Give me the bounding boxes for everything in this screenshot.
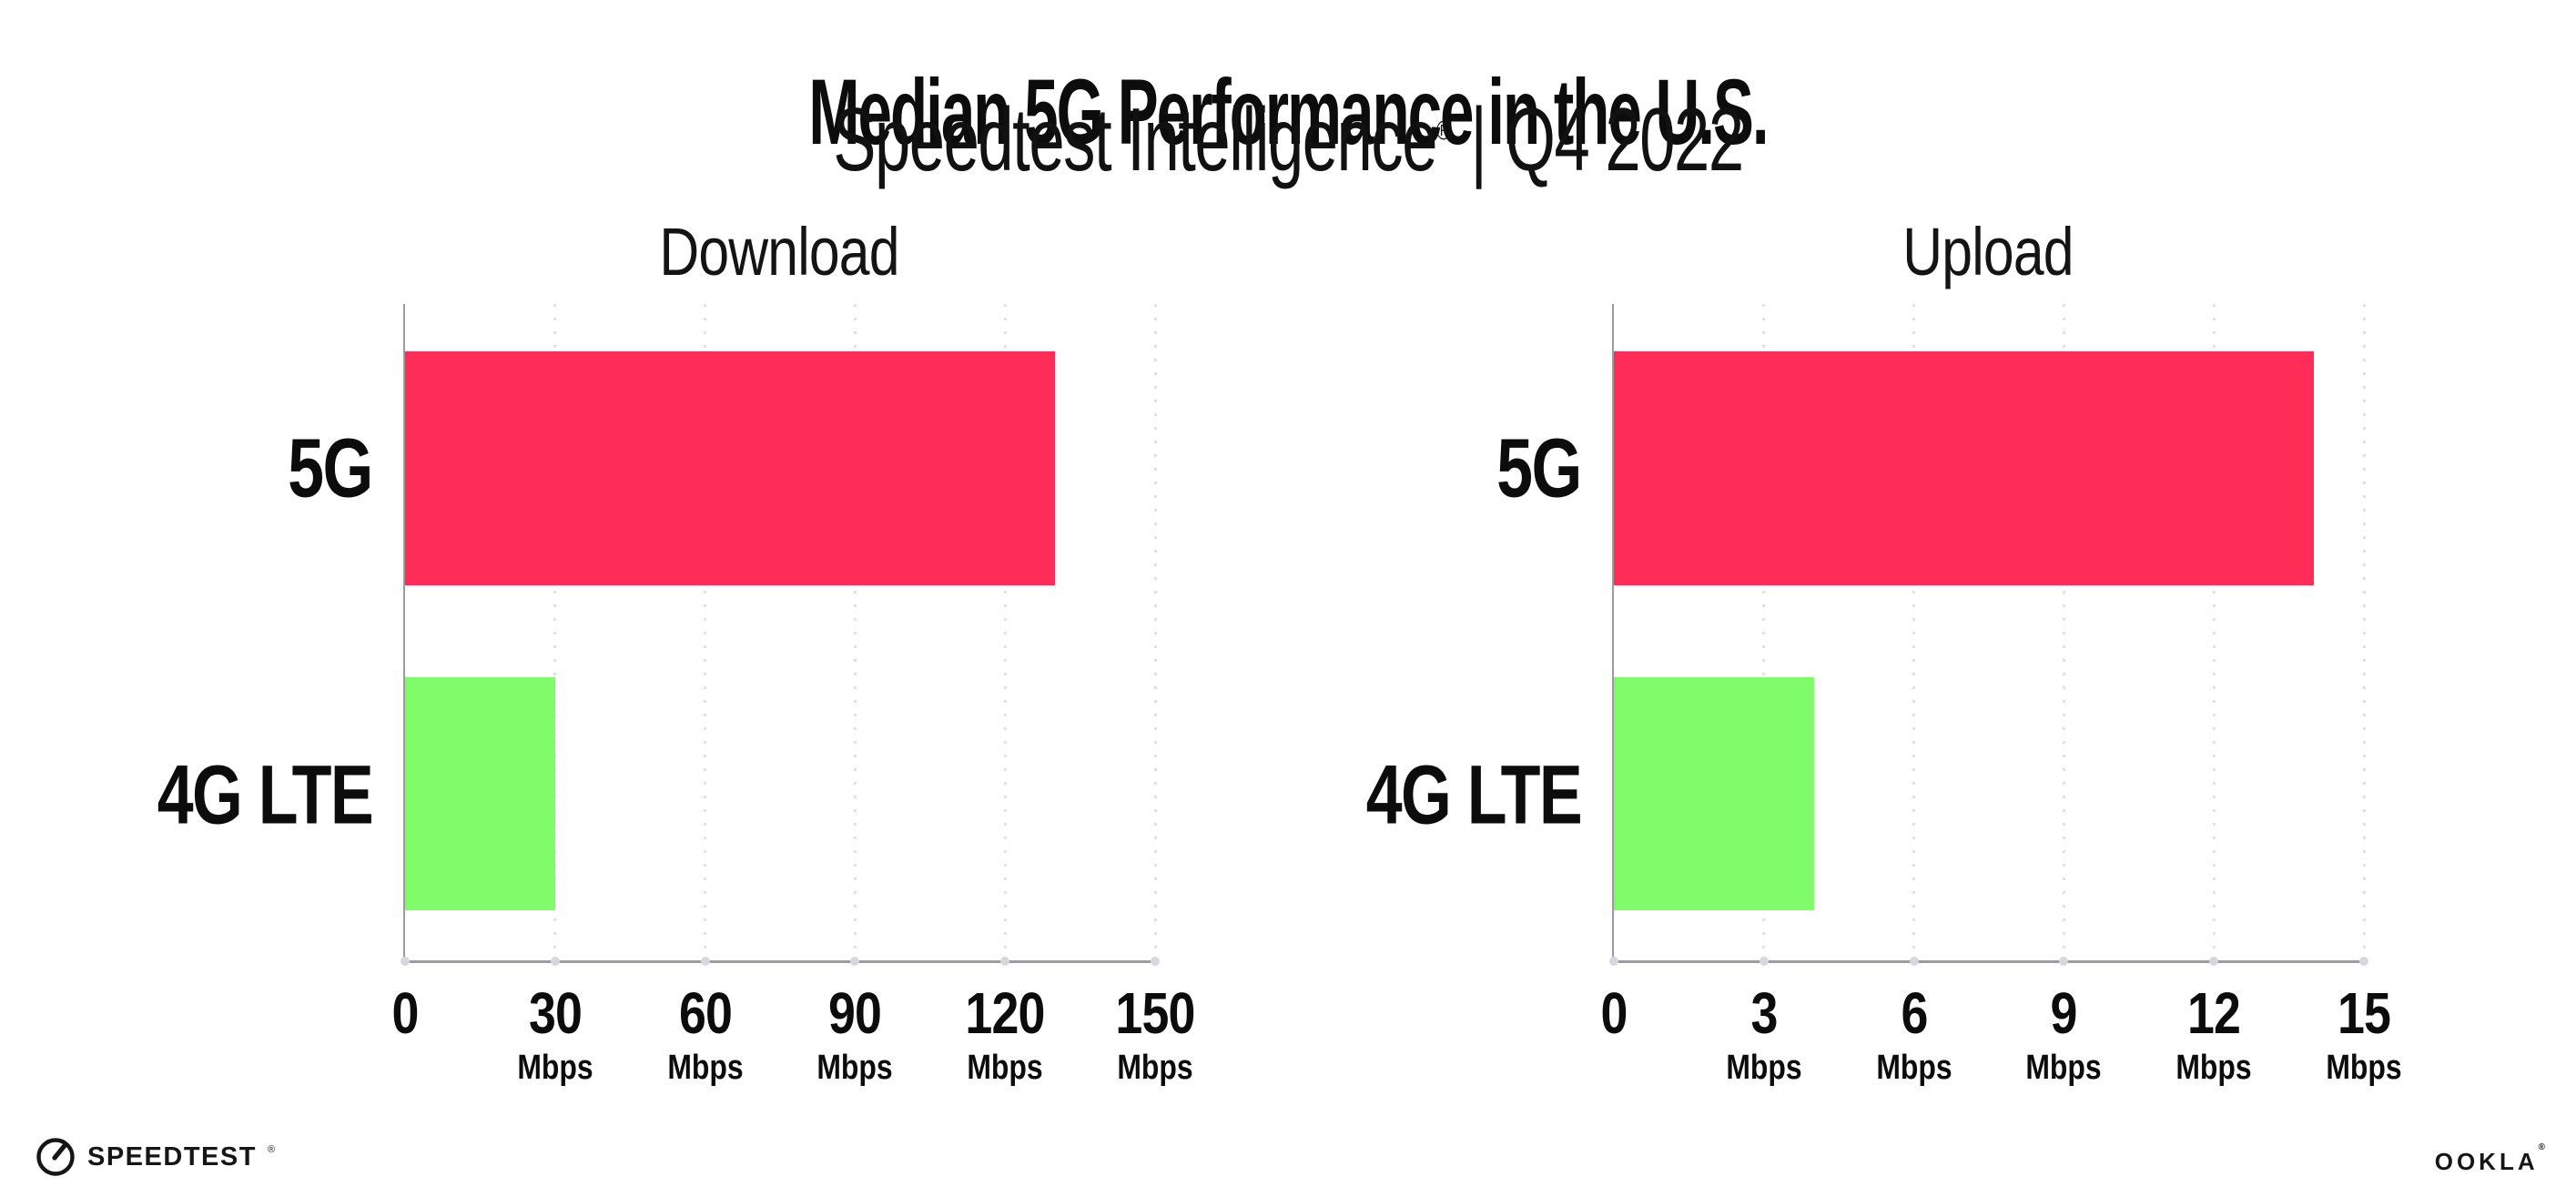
x-tick-label: 0 bbox=[391, 980, 419, 1046]
category-label-5g: 5G bbox=[1496, 421, 1582, 515]
registered-mark: ® bbox=[2538, 1142, 2545, 1152]
axis-tick-dot bbox=[401, 957, 410, 966]
download-chart-title: Download bbox=[659, 214, 899, 289]
subtitle-period: Q4 2022 bbox=[1506, 89, 1744, 189]
x-tick-label: 60 Mbps bbox=[666, 980, 744, 1087]
bar-5g-download bbox=[405, 350, 1056, 585]
x-tick-label: 120 Mbps bbox=[965, 980, 1046, 1087]
axis-tick-dot bbox=[2059, 957, 2069, 966]
page-title: Median 5G Performance in the U.S. bbox=[808, 60, 1769, 165]
speedtest-gauge-icon bbox=[35, 1136, 76, 1178]
axis-tick-dot bbox=[1759, 957, 1769, 966]
axis-tick-dot bbox=[850, 957, 860, 966]
ookla-wordmark: OOKLA bbox=[2434, 1148, 2539, 1175]
x-tick-label: 0 bbox=[1600, 980, 1628, 1046]
axis-tick-dot bbox=[700, 957, 710, 966]
gridline bbox=[553, 304, 557, 960]
upload-plot-area: 0 3 Mbps 6 Mbps 9 Mbps 12 Mbps 15 Mbps bbox=[1600, 304, 2402, 1085]
axis-tick-dot bbox=[550, 957, 560, 966]
x-tick-label: 90 Mbps bbox=[816, 980, 894, 1087]
download-category-labels: 5G 4G LTE bbox=[137, 304, 403, 963]
page-subtitle: Speedtest Intelligence® | Q4 2022 bbox=[360, 93, 2216, 187]
gridline bbox=[1912, 304, 1916, 960]
x-tick-label: 12 Mbps bbox=[2175, 980, 2252, 1087]
registered-mark: ® bbox=[1436, 116, 1451, 147]
subtitle-brand: Speedtest Intelligence bbox=[833, 89, 1437, 189]
x-tick-label: 6 Mbps bbox=[1875, 980, 1952, 1087]
bar-4g-lte-upload bbox=[1614, 676, 1814, 911]
axis-tick-dot bbox=[1609, 957, 1618, 966]
category-label-4g-lte: 4G LTE bbox=[157, 748, 373, 842]
registered-mark: ® bbox=[267, 1144, 276, 1155]
ookla-logo: OOKLA® bbox=[2434, 1142, 2545, 1176]
gridline bbox=[1153, 304, 1157, 960]
axis-tick-dot bbox=[1000, 957, 1010, 966]
axis-tick-dot bbox=[1909, 957, 1919, 966]
x-tick-label: 15 Mbps bbox=[2326, 980, 2402, 1087]
axis-tick-dot bbox=[2359, 957, 2368, 966]
speedtest-logo: SPEEDTEST ® bbox=[35, 1136, 275, 1178]
speedtest-wordmark: SPEEDTEST bbox=[87, 1141, 257, 1172]
upload-chart-title: Upload bbox=[1902, 214, 2074, 289]
category-label-5g: 5G bbox=[288, 421, 373, 515]
category-label-4g-lte: 4G LTE bbox=[1365, 748, 1582, 842]
gridline bbox=[2212, 304, 2216, 960]
axis-tick-dot bbox=[1151, 957, 1160, 966]
bar-5g-upload bbox=[1614, 350, 2315, 585]
x-tick-label: 9 Mbps bbox=[2025, 980, 2103, 1087]
x-tick-label: 150 Mbps bbox=[1115, 980, 1195, 1087]
bar-4g-lte-download bbox=[405, 676, 555, 911]
gridline bbox=[2362, 304, 2366, 960]
subtitle-separator: | bbox=[1470, 89, 1487, 189]
x-tick-label: 3 Mbps bbox=[1726, 980, 1802, 1087]
gridline bbox=[1762, 304, 1766, 960]
upload-chart: Upload 5G 4G LTE 0 3 Mbps bbox=[1345, 214, 2402, 1085]
gridline bbox=[704, 304, 707, 960]
x-tick-label: 30 Mbps bbox=[517, 980, 593, 1087]
gridline bbox=[1003, 304, 1007, 960]
gridline bbox=[853, 304, 857, 960]
upload-category-labels: 5G 4G LTE bbox=[1345, 304, 1612, 963]
axis-tick-dot bbox=[2209, 957, 2219, 966]
download-plot-area: 0 30 Mbps 60 Mbps 90 Mbps 120 Mbps 150 M… bbox=[391, 304, 1195, 1085]
gridline bbox=[2062, 304, 2065, 960]
download-chart: Download 5G 4G LTE 0 30 Mbps bbox=[137, 214, 1195, 1085]
